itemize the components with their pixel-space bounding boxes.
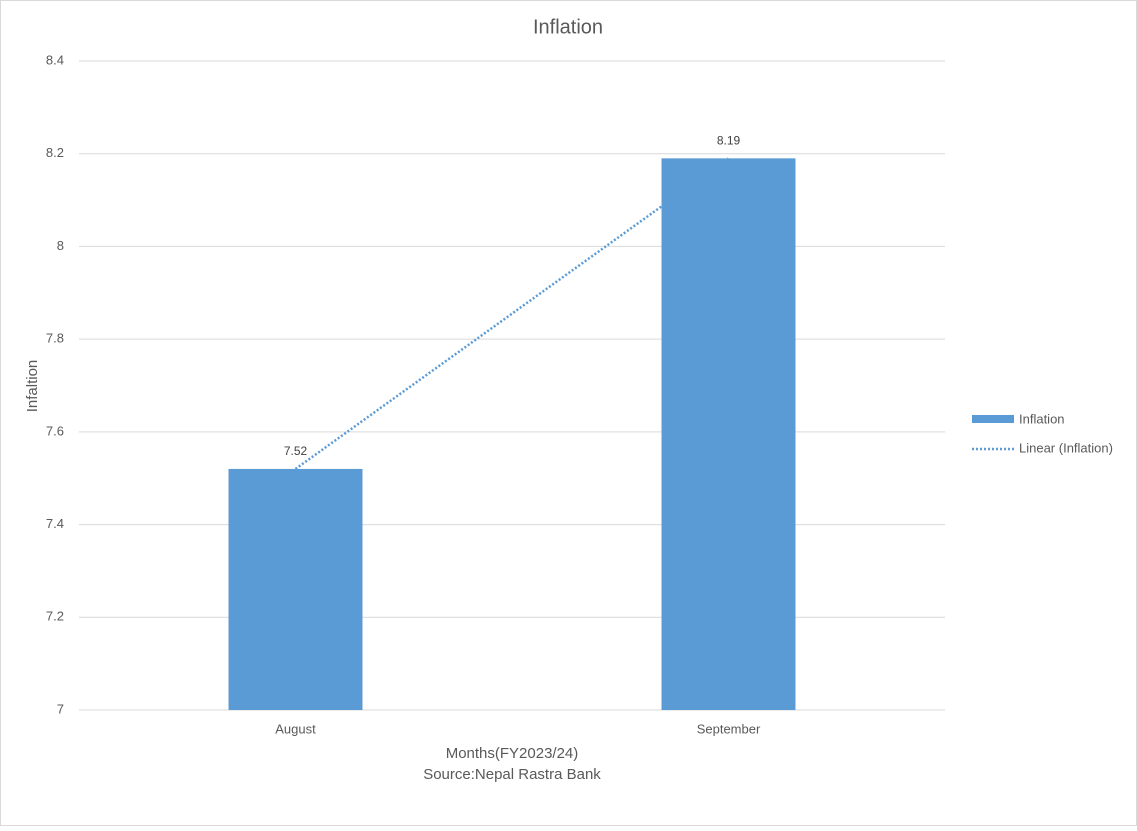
chart-title: Inflation [533,16,603,38]
bar [228,468,363,710]
y-axis-label: Infaltion [24,360,41,413]
x-axis-label: Months(FY2023/24) [446,745,579,762]
x-axis-source: Source:Nepal Rastra Bank [423,766,601,783]
legend-swatch [972,415,1014,423]
y-tick-label: 7.2 [46,609,64,624]
x-tick-label: September [697,721,761,736]
y-tick-label: 7 [57,701,64,716]
legend-label: Inflation [1019,411,1065,426]
trendline [294,157,730,470]
y-tick-label: 8.2 [46,145,64,160]
legend-label: Linear (Inflation) [1019,440,1113,455]
y-tick-label: 7.8 [46,331,64,346]
y-tick-label: 8 [57,238,64,253]
bar [661,158,796,711]
data-label: 7.52 [284,444,308,458]
x-tick-label: August [275,721,316,736]
y-tick-label: 8.4 [46,52,64,67]
y-tick-label: 7.4 [46,516,64,531]
data-label: 8.19 [717,134,741,148]
y-tick-label: 7.6 [46,423,64,438]
